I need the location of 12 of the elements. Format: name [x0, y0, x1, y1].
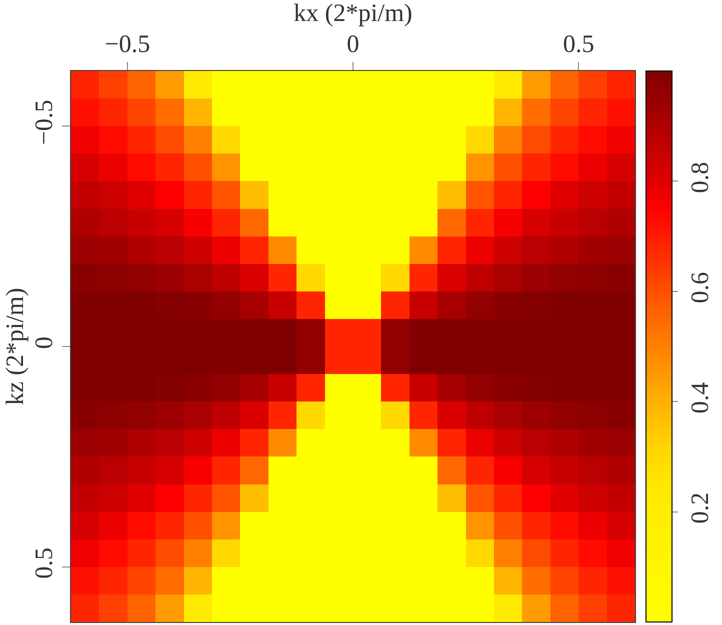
x-tick-label: 0.5	[562, 31, 594, 58]
color-bar-label: 0.8	[687, 162, 714, 194]
x-tick-label: −0.5	[104, 31, 150, 58]
y-tick-label: 0	[31, 336, 58, 349]
color-bar-label: 0.2	[687, 492, 714, 524]
x-axis-title: kx (2*pi/m)	[294, 0, 412, 27]
y-tick-label: 0.5	[31, 548, 58, 579]
y-axis-title: kz (2*pi/m)	[2, 288, 29, 406]
color-bar-label: 0.4	[687, 382, 714, 414]
x-tick-label: 0	[346, 31, 360, 58]
y-tick-label: −0.5	[31, 100, 58, 146]
color-bar-label: 0.6	[687, 272, 714, 304]
